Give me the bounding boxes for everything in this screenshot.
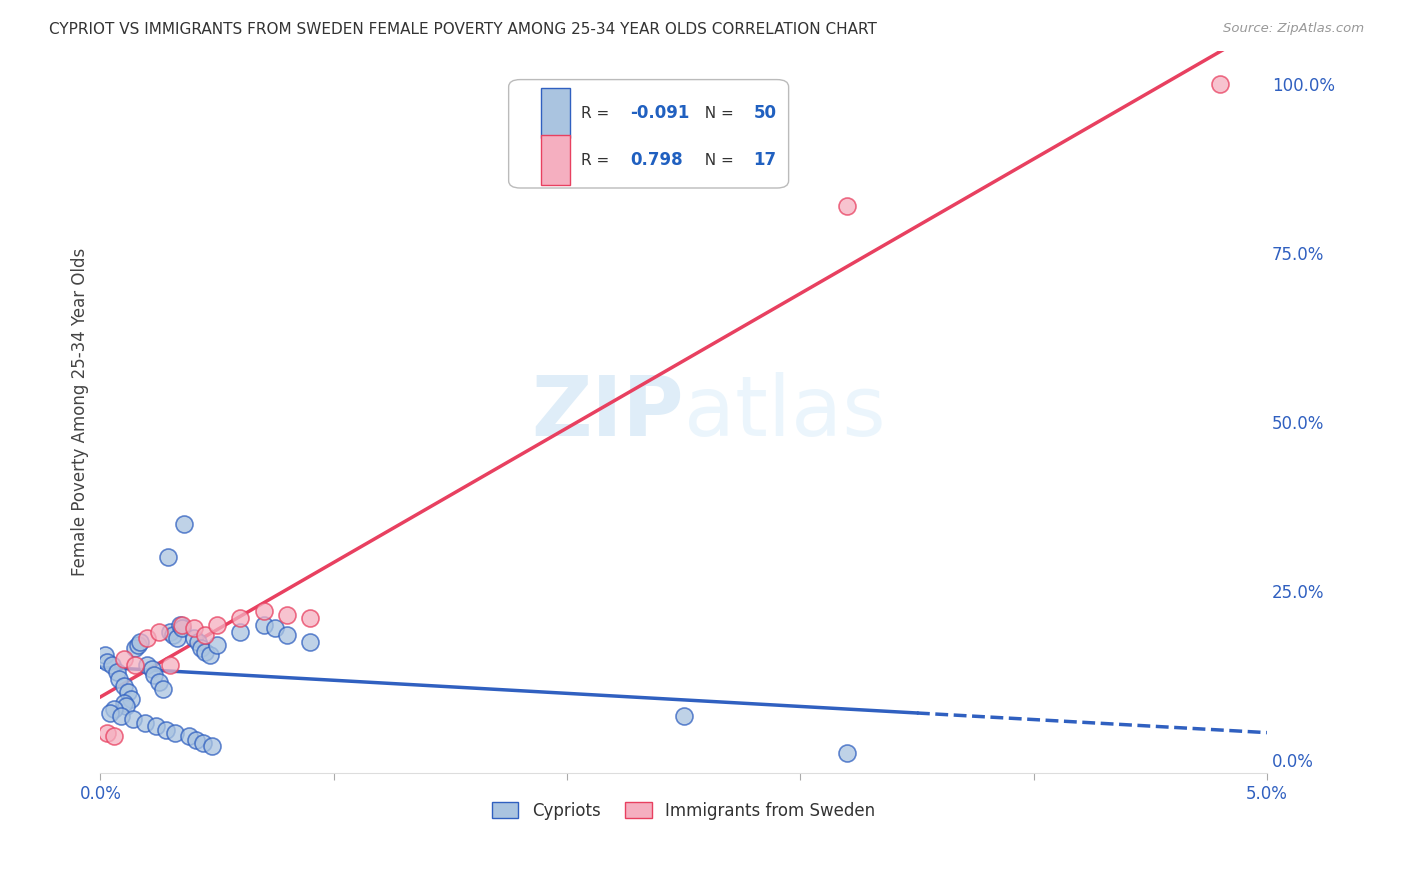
Point	[96, 655, 118, 669]
Point	[156, 550, 179, 565]
Point	[112, 679, 135, 693]
Text: atlas: atlas	[683, 372, 886, 452]
Point	[141, 662, 163, 676]
Point	[110, 709, 132, 723]
FancyBboxPatch shape	[509, 79, 789, 188]
Point	[276, 607, 298, 622]
Point	[101, 658, 124, 673]
Point	[127, 638, 149, 652]
Point	[173, 516, 195, 531]
Point	[136, 658, 159, 673]
Point	[159, 624, 181, 639]
Point	[108, 672, 131, 686]
Point	[124, 641, 146, 656]
Point	[184, 732, 207, 747]
Text: Source: ZipAtlas.com: Source: ZipAtlas.com	[1223, 22, 1364, 36]
Point	[124, 658, 146, 673]
Y-axis label: Female Poverty Among 25-34 Year Olds: Female Poverty Among 25-34 Year Olds	[72, 248, 89, 576]
Text: R =: R =	[581, 153, 614, 168]
Point	[276, 628, 298, 642]
Legend: Cypriots, Immigrants from Sweden: Cypriots, Immigrants from Sweden	[485, 795, 882, 827]
Point	[253, 604, 276, 618]
Text: N =: N =	[696, 105, 740, 120]
Text: R =: R =	[581, 105, 614, 120]
Text: ZIP: ZIP	[531, 372, 683, 452]
Point	[155, 723, 177, 737]
Point	[169, 617, 191, 632]
Point	[163, 726, 186, 740]
Point	[183, 632, 205, 646]
Point	[117, 685, 139, 699]
Point	[190, 641, 212, 656]
Point	[229, 624, 252, 639]
Point	[264, 621, 287, 635]
Point	[103, 702, 125, 716]
Point	[835, 746, 858, 760]
Point	[835, 199, 858, 213]
Point	[187, 634, 209, 648]
Point	[145, 719, 167, 733]
Point	[183, 621, 205, 635]
Point	[159, 658, 181, 673]
Point	[152, 681, 174, 696]
Text: 0.798: 0.798	[630, 151, 682, 169]
Point	[115, 698, 138, 713]
Point	[112, 651, 135, 665]
Point	[170, 617, 193, 632]
Point	[112, 696, 135, 710]
Point	[122, 712, 145, 726]
Bar	[541, 87, 571, 138]
Point	[198, 648, 221, 663]
Point	[162, 628, 184, 642]
Text: 17: 17	[754, 151, 776, 169]
Point	[143, 668, 166, 682]
Point	[94, 648, 117, 663]
Point	[205, 638, 228, 652]
Text: 50: 50	[754, 104, 776, 122]
Point	[299, 634, 322, 648]
Point	[299, 611, 322, 625]
Point	[120, 692, 142, 706]
Point	[194, 628, 217, 642]
Point	[205, 617, 228, 632]
Point	[170, 621, 193, 635]
Text: CYPRIOT VS IMMIGRANTS FROM SWEDEN FEMALE POVERTY AMONG 25-34 YEAR OLDS CORRELATI: CYPRIOT VS IMMIGRANTS FROM SWEDEN FEMALE…	[49, 22, 877, 37]
Point	[148, 624, 170, 639]
Point	[148, 675, 170, 690]
Point	[253, 617, 276, 632]
Point	[103, 729, 125, 743]
Point	[201, 739, 224, 754]
Bar	[541, 135, 571, 186]
Point	[105, 665, 128, 679]
Point	[194, 645, 217, 659]
Point	[96, 726, 118, 740]
Point	[177, 729, 200, 743]
Text: N =: N =	[696, 153, 740, 168]
Point	[229, 611, 252, 625]
Text: -0.091: -0.091	[630, 104, 689, 122]
Point	[136, 632, 159, 646]
Point	[166, 632, 188, 646]
Point	[672, 709, 695, 723]
Point	[134, 715, 156, 730]
Point	[191, 736, 214, 750]
Point	[98, 706, 121, 720]
Point	[1209, 78, 1232, 92]
Point	[129, 634, 152, 648]
